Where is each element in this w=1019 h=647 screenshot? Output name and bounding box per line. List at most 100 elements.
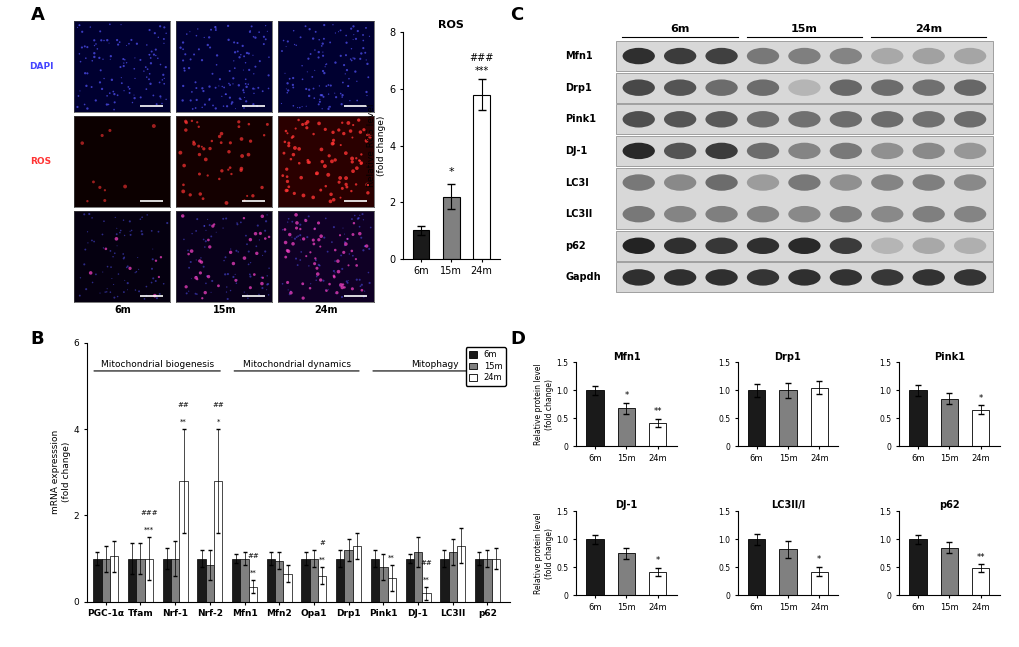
- Point: [227, 275, 244, 285]
- Point: [215, 223, 231, 234]
- Point: [116, 230, 132, 241]
- Y-axis label: Relative protein level
(fold change): Relative protein level (fold change): [534, 364, 553, 445]
- Point: [122, 226, 139, 237]
- Point: [123, 225, 140, 236]
- Point: [86, 35, 102, 45]
- Ellipse shape: [663, 269, 696, 285]
- Point: [251, 235, 267, 245]
- Point: [309, 168, 325, 179]
- Point: [88, 39, 104, 49]
- Point: [229, 38, 246, 48]
- Point: [354, 209, 370, 219]
- Text: Drp1: Drp1: [565, 83, 592, 93]
- Point: [146, 49, 162, 60]
- Point: [115, 61, 131, 71]
- Point: [354, 285, 370, 296]
- Point: [313, 144, 329, 155]
- Point: [254, 250, 270, 261]
- Point: [109, 291, 125, 302]
- Point: [112, 228, 128, 238]
- Point: [327, 28, 343, 38]
- Point: [148, 276, 164, 286]
- Y-axis label: Merge: Merge: [25, 252, 57, 261]
- Point: [242, 283, 258, 293]
- Ellipse shape: [663, 111, 696, 127]
- Point: [222, 247, 238, 258]
- Point: [208, 104, 224, 114]
- Point: [279, 78, 296, 89]
- Point: [97, 185, 113, 195]
- Point: [300, 116, 316, 127]
- Point: [178, 117, 195, 127]
- Point: [147, 28, 163, 38]
- Point: [279, 245, 296, 256]
- Point: [320, 102, 336, 112]
- Point: [187, 272, 204, 283]
- Point: [140, 64, 156, 74]
- Point: [199, 271, 215, 281]
- Point: [145, 91, 161, 101]
- Point: [312, 96, 328, 107]
- Point: [308, 275, 324, 285]
- Point: [156, 78, 172, 89]
- Point: [254, 283, 270, 293]
- Point: [76, 68, 93, 78]
- Point: [110, 269, 126, 280]
- Point: [311, 259, 327, 270]
- Point: [351, 213, 367, 223]
- Ellipse shape: [705, 80, 737, 96]
- Bar: [406, 558, 414, 602]
- Point: [337, 239, 354, 249]
- Point: [332, 280, 348, 290]
- Point: [334, 264, 351, 274]
- Point: [152, 60, 168, 70]
- Ellipse shape: [912, 48, 944, 64]
- Point: [246, 32, 262, 42]
- Point: [358, 87, 374, 97]
- Point: [252, 228, 268, 239]
- Point: [291, 235, 308, 245]
- Point: [105, 87, 121, 97]
- Point: [357, 48, 373, 58]
- Point: [219, 294, 235, 304]
- Text: p62: p62: [565, 241, 586, 251]
- Point: [108, 223, 124, 234]
- Title: DJ-1: DJ-1: [614, 500, 637, 510]
- Ellipse shape: [912, 143, 944, 159]
- Point: [325, 135, 341, 146]
- Text: D: D: [510, 330, 525, 348]
- Point: [320, 80, 336, 90]
- Bar: [810, 572, 827, 595]
- Point: [194, 257, 210, 267]
- Point: [128, 267, 145, 277]
- Point: [307, 223, 323, 234]
- Point: [194, 142, 210, 152]
- Point: [308, 255, 324, 265]
- Bar: [162, 558, 171, 602]
- Point: [360, 129, 376, 140]
- Point: [103, 51, 119, 61]
- Bar: [249, 587, 257, 602]
- Point: [361, 278, 377, 288]
- Point: [283, 133, 300, 143]
- Point: [246, 69, 262, 79]
- Point: [99, 261, 115, 272]
- Point: [126, 63, 143, 74]
- Text: Gapdh: Gapdh: [565, 272, 600, 282]
- Point: [348, 95, 365, 105]
- Point: [352, 54, 368, 64]
- Point: [245, 99, 261, 109]
- Point: [235, 213, 252, 223]
- Point: [346, 54, 363, 64]
- Point: [180, 263, 197, 273]
- Point: [77, 245, 94, 255]
- Point: [175, 81, 192, 91]
- Point: [279, 185, 296, 195]
- Point: [278, 41, 294, 52]
- Point: [191, 44, 207, 54]
- Point: [311, 235, 327, 245]
- Text: *: *: [655, 556, 659, 565]
- Point: [95, 267, 111, 277]
- Point: [255, 272, 271, 283]
- Point: [290, 115, 307, 125]
